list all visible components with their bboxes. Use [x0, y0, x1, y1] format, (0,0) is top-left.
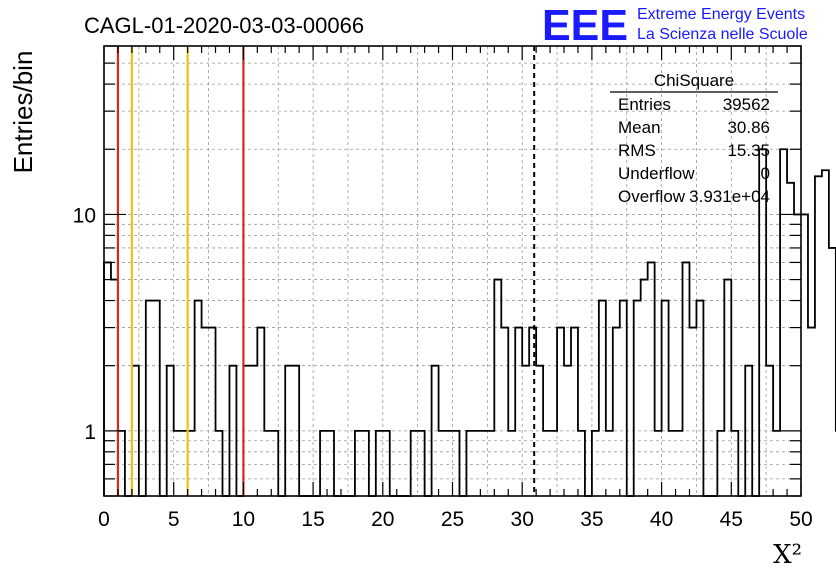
logo-line2: La Scienza nelle Scuole	[637, 26, 808, 43]
x-tick-label: 45	[720, 508, 743, 531]
stats-title: ChiSquare	[654, 71, 734, 90]
stats-label: Underflow	[618, 164, 695, 183]
stats-label: Entries	[618, 95, 671, 114]
stats-value: 3.931e+04	[689, 187, 770, 206]
stats-label: RMS	[618, 141, 656, 160]
grid	[104, 46, 801, 496]
tick-labels: 0 5 10 15 20 25 30 35 40 45 50 1 10	[73, 204, 813, 531]
logo-line1: Extreme Energy Events	[637, 6, 805, 23]
x-tick-label: 15	[301, 508, 324, 531]
stats-value: 15.35	[727, 141, 770, 160]
eee-logo: EEE Extreme Energy Events La Scienza nel…	[542, 1, 808, 50]
histogram-series	[103, 148, 836, 497]
y-tick-label: 1	[84, 421, 96, 444]
x-tick-label: 35	[580, 508, 603, 531]
stats-box: ChiSquare Entries 39562 Mean 30.86 RMS 15.35 U…	[610, 71, 778, 206]
x-tick-label: 30	[511, 508, 534, 531]
x-tick-label: 5	[168, 508, 180, 531]
x-tick-label: 0	[98, 508, 110, 531]
x-tick-label: 20	[371, 508, 394, 531]
axis-ticks	[103, 45, 802, 497]
x-tick-label: 40	[650, 508, 673, 531]
stats-value: 0	[761, 164, 770, 183]
logo-letters: EEE	[542, 1, 628, 50]
x-axis-label: X²	[773, 540, 802, 570]
stats-value: 30.86	[727, 118, 770, 137]
x-tick-label: 50	[789, 508, 812, 531]
x-tick-label: 10	[232, 508, 255, 531]
stats-label: Mean	[618, 118, 661, 137]
cut-lines	[116, 46, 536, 496]
x-tick-label: 25	[441, 508, 464, 531]
y-axis-label: Entries/bin	[8, 51, 38, 174]
stats-value: 39562	[723, 95, 770, 114]
histogram-line	[103, 148, 836, 497]
stats-label: Overflow	[618, 187, 686, 206]
chart-title: CAGL-01-2020-03-03-00066	[84, 13, 364, 38]
y-tick-label: 10	[73, 204, 96, 227]
